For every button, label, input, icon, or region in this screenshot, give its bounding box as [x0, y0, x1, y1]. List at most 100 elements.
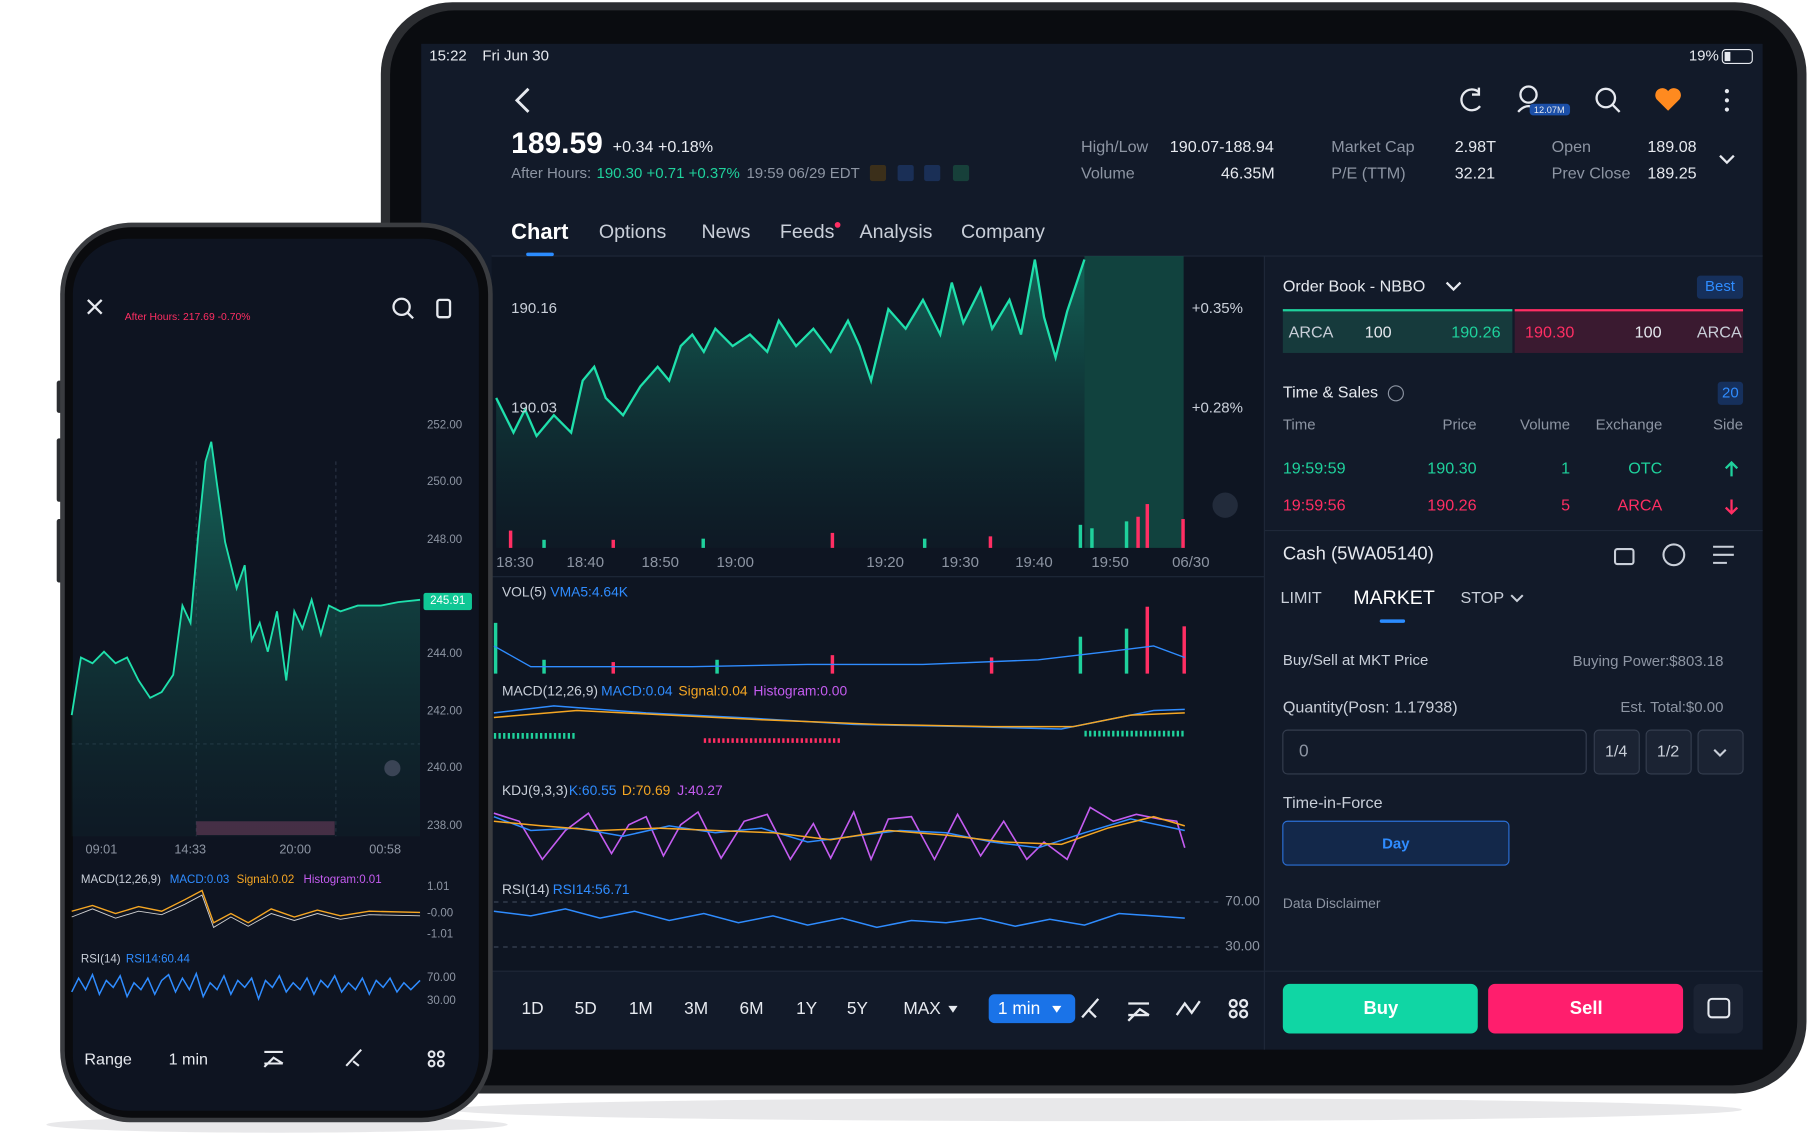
fraction-button[interactable]: [1593, 729, 1640, 775]
expand-icon[interactable]: [1719, 154, 1735, 165]
x-label: 19:20: [866, 554, 903, 571]
x-label: 18:30: [496, 554, 533, 571]
macd-line: [71, 889, 421, 924]
grid-icon[interactable]: [427, 1050, 445, 1068]
sale-cell: ARCA: [1618, 497, 1663, 515]
tab: Analysis: [860, 221, 933, 243]
d-line: [493, 815, 1186, 846]
sell-button[interactable]: [1488, 983, 1684, 1034]
tab: Feeds: [780, 221, 835, 243]
disclaimer: Data Disclaimer: [1283, 895, 1381, 911]
period: 1M: [629, 998, 653, 1018]
interval-button[interactable]: [988, 994, 1076, 1024]
compare-icon[interactable]: [1175, 1000, 1201, 1016]
lock-icon[interactable]: [1613, 548, 1635, 566]
buying-power: Buying Power:$803.18: [1573, 653, 1724, 670]
sale-cell: OTC: [1628, 460, 1662, 478]
account: Cash (5WA05140): [1283, 543, 1434, 564]
indicator-label: VMA5:4.64K: [550, 584, 628, 600]
after-hours-value: 190.30 +0.71 +0.37%: [597, 165, 740, 182]
y-label: 248.00: [427, 534, 462, 546]
watchlist-icon[interactable]: [1655, 88, 1681, 111]
x-label: 09:01: [86, 842, 118, 856]
indicator-label: Signal:0.02: [237, 874, 295, 886]
shadow: [450, 1098, 1742, 1122]
quantity-input[interactable]: [1282, 729, 1587, 775]
bar: [830, 532, 835, 548]
settings-icon[interactable]: [1662, 543, 1686, 567]
current-price: 245.91: [430, 595, 465, 607]
ask-row: [1514, 309, 1744, 353]
indicator-label: Histogram:0.00: [753, 683, 847, 699]
indicator-icon[interactable]: [1127, 1002, 1150, 1022]
indicator-icon[interactable]: [263, 1050, 284, 1068]
rotate-icon[interactable]: [436, 298, 452, 319]
search-icon[interactable]: [1595, 87, 1617, 109]
rsi-line: [71, 971, 421, 1002]
caret[interactable]: [1445, 281, 1462, 292]
bar: [1124, 521, 1129, 548]
dropdown-button[interactable]: [1697, 729, 1744, 775]
x-label: 00:58: [369, 842, 401, 856]
caret: [1713, 749, 1727, 757]
rsi-level: 70.00: [427, 972, 456, 984]
search-icon[interactable]: [392, 297, 411, 317]
y-label: 238.00: [427, 820, 462, 832]
count-badge: [1717, 381, 1744, 405]
bar: [542, 539, 546, 548]
sale-cell: 1: [1561, 460, 1570, 478]
x-label: 18:50: [642, 554, 679, 571]
scroll-icon[interactable]: [384, 760, 401, 777]
notification-dot: [834, 222, 841, 228]
fraction: 1/2: [1657, 742, 1679, 760]
indicator-label: RSI14:56.71: [553, 881, 630, 897]
indicator-label: MACD:0.04: [601, 683, 673, 699]
user-icon[interactable]: [1519, 85, 1538, 104]
best-badge[interactable]: [1696, 275, 1744, 299]
back-icon[interactable]: [514, 87, 530, 113]
column-header: Exchange: [1596, 417, 1663, 434]
price-label: 190.16: [511, 300, 557, 317]
order-type: MARKET: [1353, 587, 1435, 609]
indicator-label: VOL(5): [502, 584, 547, 600]
tab: Company: [961, 221, 1045, 243]
wallet-button[interactable]: [1693, 983, 1744, 1034]
sale-cell: 190.30: [1427, 460, 1476, 478]
macd-level: 1.01: [427, 881, 449, 893]
fraction-button[interactable]: [1645, 729, 1692, 775]
bar: [1078, 524, 1083, 548]
bar: [1181, 519, 1185, 548]
indicator-label: MACD(12,26,9): [502, 683, 598, 699]
stat-label: Market Cap: [1331, 138, 1414, 156]
info-icon[interactable]: [1387, 385, 1404, 402]
indicator-label: MACD:0.03: [170, 874, 230, 886]
list-icon[interactable]: [1713, 545, 1734, 564]
bid-cell: 100: [1365, 324, 1392, 342]
more-icon[interactable]: [1724, 89, 1729, 94]
indicator-label: RSI(14): [502, 881, 550, 897]
sale-cell: 5: [1561, 497, 1570, 515]
stat-label: Prev Close: [1552, 164, 1631, 182]
close-icon[interactable]: [87, 299, 103, 315]
bid-cell: ARCA: [1289, 324, 1334, 342]
stat-value: 46.35M: [1221, 164, 1275, 182]
tif-button[interactable]: [1282, 820, 1510, 866]
caret: [948, 1005, 958, 1013]
grid-icon[interactable]: [1228, 998, 1249, 1019]
reset-icon[interactable]: [1212, 492, 1238, 518]
draw-icon[interactable]: [345, 1048, 362, 1067]
sale-cell: 19:59:56: [1283, 497, 1346, 515]
sell: Sell: [1570, 997, 1603, 1018]
stat-label: P/E (TTM): [1331, 164, 1405, 182]
indicator-label: RSI(14): [81, 954, 121, 966]
rsi-pane: [493, 901, 1221, 948]
after-hours-area: [1084, 256, 1184, 548]
indicator-label: Histogram:0.01: [304, 874, 382, 886]
badge: 12.07M: [1534, 105, 1565, 115]
macd-level: -1.01: [427, 928, 453, 940]
order-underline: [1379, 619, 1406, 623]
refresh-icon[interactable]: [1460, 87, 1481, 112]
draw-icon[interactable]: [1081, 998, 1100, 1019]
buy-button[interactable]: [1282, 983, 1478, 1034]
y-label: 240.00: [427, 762, 462, 774]
